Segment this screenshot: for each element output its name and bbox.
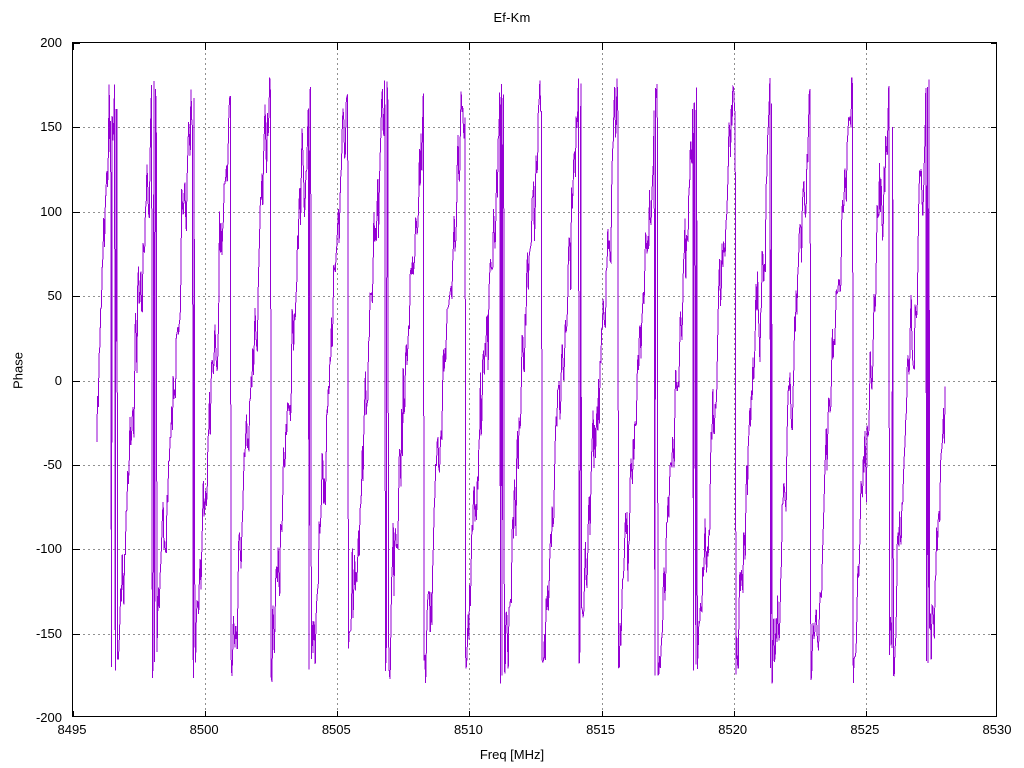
y-tick-label: 150 [40, 119, 62, 135]
x-tick-label: 8510 [453, 722, 483, 737]
grid-lines [73, 43, 996, 716]
x-tick-label: 8515 [586, 722, 616, 737]
x-tick-label: 8495 [57, 722, 87, 737]
x-tick-label: 8525 [850, 722, 880, 737]
x-tick-label: 8530 [982, 722, 1012, 737]
y-tick-label: 200 [40, 35, 62, 50]
y-tick-label: -50 [43, 456, 62, 472]
y-tick-label: -150 [35, 625, 62, 641]
y-tick-label: 100 [40, 203, 62, 219]
data-series-line [96, 77, 946, 684]
y-tick-label: -200 [35, 710, 62, 725]
y-axis-label: Phase [10, 352, 26, 389]
y-tick-label: -100 [35, 541, 62, 557]
plot-canvas [73, 43, 996, 716]
x-axis-label: Freq [MHz] [479, 747, 545, 762]
chart-title: Ef-Km [493, 10, 531, 25]
tick-marks [73, 43, 996, 716]
x-tick-label: 8500 [189, 722, 219, 737]
y-tick-label: 50 [47, 288, 62, 304]
plot-area [72, 42, 997, 717]
y-tick-label: 0 [54, 372, 62, 388]
x-tick-label: 8505 [321, 722, 351, 737]
x-tick-label: 8520 [718, 722, 748, 737]
